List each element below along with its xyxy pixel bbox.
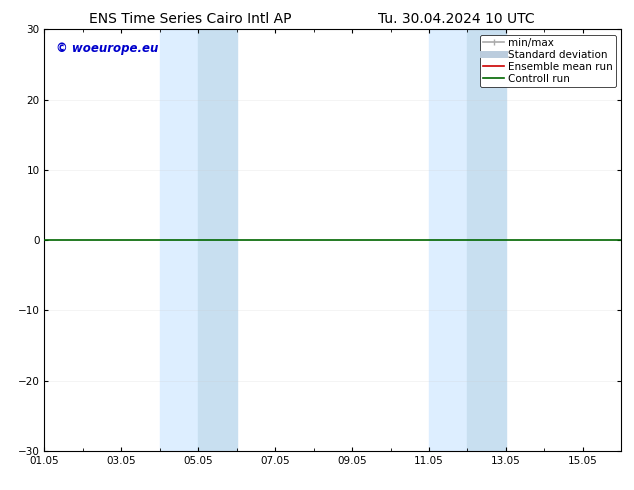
Text: ENS Time Series Cairo Intl AP: ENS Time Series Cairo Intl AP — [89, 12, 292, 26]
Legend: min/max, Standard deviation, Ensemble mean run, Controll run: min/max, Standard deviation, Ensemble me… — [480, 35, 616, 87]
Bar — [467, 29, 506, 451]
Bar — [198, 29, 236, 451]
Bar — [160, 29, 198, 451]
Text: Tu. 30.04.2024 10 UTC: Tu. 30.04.2024 10 UTC — [378, 12, 535, 26]
Bar — [429, 29, 467, 451]
Text: © woeurope.eu: © woeurope.eu — [56, 42, 158, 55]
